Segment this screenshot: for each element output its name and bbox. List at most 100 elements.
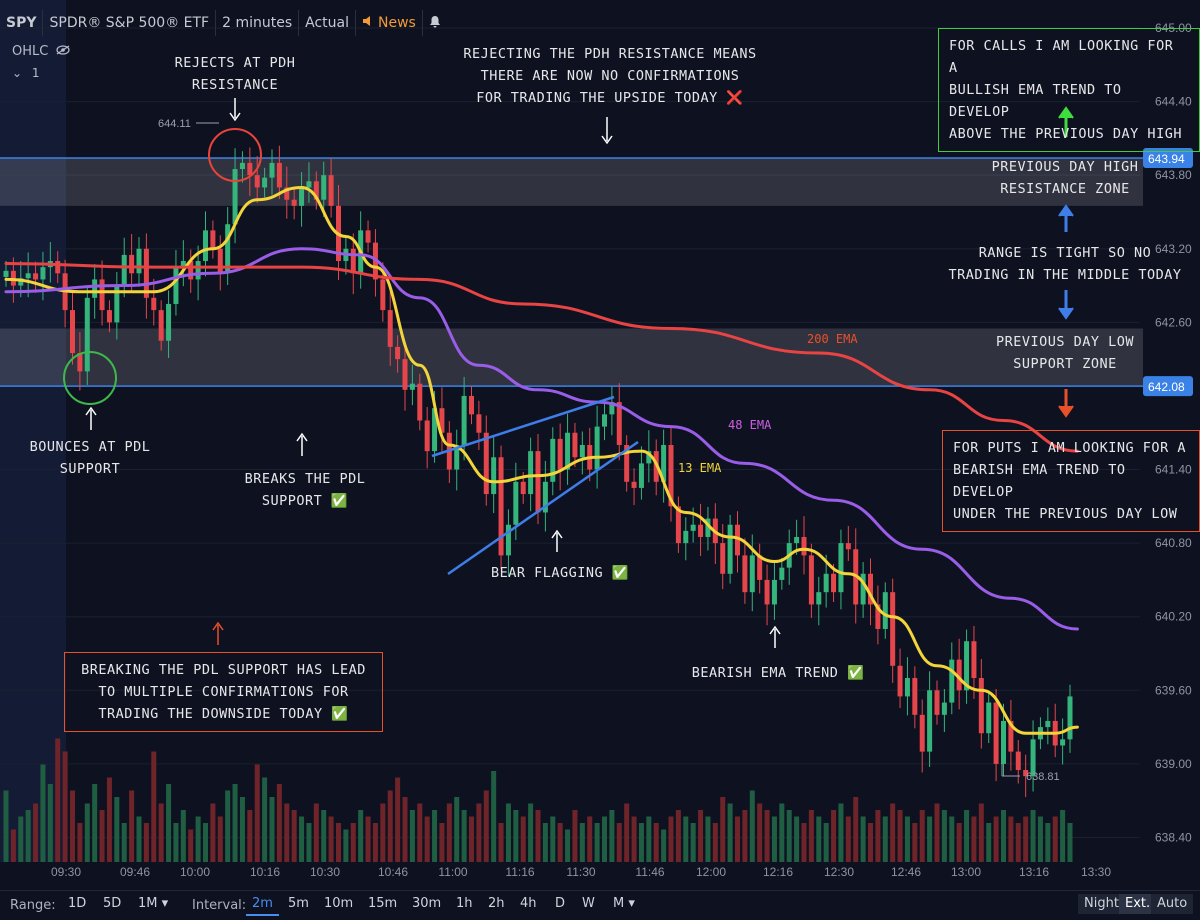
news-button[interactable]: News <box>356 10 423 36</box>
volume-bar <box>712 823 718 862</box>
volume-bar <box>557 823 563 862</box>
interval-m[interactable]: M ▾ <box>613 896 635 911</box>
pane-number: 1 <box>31 66 40 80</box>
volume-bar <box>402 797 408 862</box>
candle-body <box>1023 770 1029 777</box>
volume-bar <box>454 797 460 862</box>
note-range: RANGE IS TIGHT SO NO TRADING IN THE MIDD… <box>948 245 1182 283</box>
ohlc-toggle[interactable]: OHLC <box>12 44 71 59</box>
candle-body <box>557 438 563 470</box>
interval-2m[interactable]: 2m <box>246 894 279 916</box>
candle-body <box>173 267 179 304</box>
interval-10m[interactable]: 10m <box>324 896 354 911</box>
symbol-name[interactable]: SPDR® S&P 500® ETF <box>43 10 217 36</box>
volume-bar <box>683 816 689 862</box>
time-tick: 10:46 <box>378 865 408 879</box>
volume-bar <box>505 803 511 862</box>
volume-bar <box>771 816 777 862</box>
candle-body <box>454 445 460 470</box>
note-rejects: REJECTS AT PDH RESISTANCE <box>174 55 296 93</box>
night-toggle[interactable]: Night <box>1078 894 1125 914</box>
note-bear-flag: BEAR FLAGGING ✅ <box>490 565 630 581</box>
candle-body <box>262 177 268 188</box>
range-label: Range: <box>10 898 56 913</box>
volume-bar <box>62 751 68 862</box>
volume-bar <box>668 816 674 862</box>
candle-body <box>882 592 888 629</box>
candle-body <box>993 702 999 764</box>
candle-body <box>838 543 844 593</box>
candle-body <box>934 690 940 715</box>
candle-body <box>735 524 740 556</box>
ext-toggle[interactable]: Ext. <box>1119 894 1157 914</box>
interval-d[interactable]: D <box>555 896 566 911</box>
price-mode-select[interactable]: Actual <box>299 10 356 36</box>
note-bearish-trend: BEARISH EMA TREND ✅ <box>691 665 865 681</box>
bell-icon <box>429 15 441 32</box>
auto-toggle[interactable]: Auto <box>1151 894 1194 914</box>
interval-5m[interactable]: 5m <box>288 896 309 911</box>
range-5d[interactable]: 5D <box>103 896 122 911</box>
interval-2h[interactable]: 2h <box>488 896 505 911</box>
candle-body <box>299 187 305 206</box>
candle-body <box>690 524 696 531</box>
interval-15m[interactable]: 15m <box>368 896 398 911</box>
volume-bar <box>520 816 526 862</box>
interval-30m[interactable]: 30m <box>412 896 442 911</box>
arrow-range-down-head <box>1058 307 1074 320</box>
candle-body <box>705 518 711 537</box>
candle-body <box>683 530 689 544</box>
candle-body <box>602 414 607 427</box>
volume-bar <box>33 803 39 862</box>
candle-body <box>195 261 201 280</box>
pane-toggle[interactable]: ⌄ 1 <box>12 66 40 80</box>
interval-1h[interactable]: 1h <box>456 896 473 911</box>
candle-body <box>749 555 755 593</box>
pdl-bounce-circle <box>63 351 117 405</box>
candle-body <box>247 162 253 176</box>
eye-off-icon[interactable] <box>56 44 71 59</box>
volume-bar <box>698 810 704 862</box>
price-chart[interactable]: 645.00644.40643.80643.20642.60641.40640.… <box>0 0 1200 890</box>
interval-4h[interactable]: 4h <box>520 896 537 911</box>
candle-body <box>816 592 822 605</box>
price-tick: 641.40 <box>1155 463 1192 477</box>
volume-bar <box>491 771 497 862</box>
alert-button[interactable] <box>423 10 447 36</box>
candle-body <box>572 432 578 458</box>
range-1m[interactable]: 1M ▾ <box>138 896 169 911</box>
candle-body <box>33 273 39 280</box>
volume-bar <box>476 803 482 862</box>
candle-body <box>395 346 401 360</box>
volume-bar <box>542 823 548 862</box>
volume-bar <box>949 816 955 862</box>
volume-bar <box>47 784 53 862</box>
candle-body <box>757 555 763 580</box>
price-tick: 639.60 <box>1155 683 1192 697</box>
volume-bar <box>868 823 873 862</box>
candle-body <box>40 267 46 280</box>
candle-body <box>609 402 615 415</box>
arrow-bearish-trend-head <box>769 625 781 635</box>
volume-bar <box>882 816 888 862</box>
candle-body <box>971 641 977 679</box>
price-tick: 643.20 <box>1155 242 1192 256</box>
interval-select[interactable]: 2 minutes <box>216 10 300 36</box>
volume-bar <box>587 816 593 862</box>
pdh-price-tag <box>1143 148 1193 169</box>
volume-bar <box>217 816 223 862</box>
volume-bar <box>313 803 319 862</box>
candle-body <box>476 414 482 433</box>
volume-bar <box>469 816 474 862</box>
candle-body <box>986 702 992 734</box>
volume-bar <box>372 823 378 862</box>
symbol-ticker[interactable]: SPY <box>0 10 44 36</box>
price-tick: 642.60 <box>1155 315 1192 329</box>
interval-w[interactable]: W <box>582 896 595 911</box>
arrow-rejecting-head <box>601 135 613 145</box>
volume-bar <box>978 803 984 862</box>
ema-labels: 200 EMA 48 EMA 13 EMA <box>678 332 858 475</box>
candle-body <box>210 230 216 249</box>
volume-bar <box>40 764 46 862</box>
range-1d[interactable]: 1D <box>68 896 87 911</box>
